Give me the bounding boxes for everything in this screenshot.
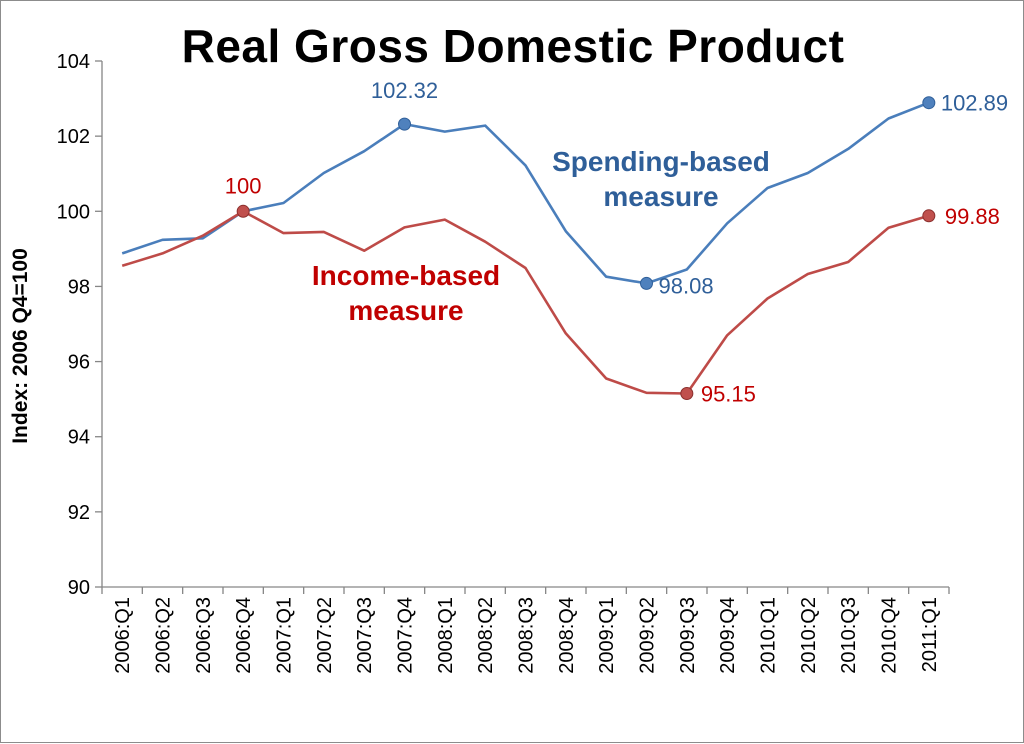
series-annotation: measure bbox=[603, 181, 718, 212]
x-tick-label: 2008:Q2 bbox=[475, 597, 497, 674]
y-tick-label: 94 bbox=[68, 427, 90, 449]
series-line-income bbox=[121, 210, 930, 395]
x-tick-label: 2007:Q1 bbox=[274, 597, 296, 674]
x-tick-label: 2011:Q1 bbox=[919, 597, 941, 672]
x-tick-label: 2006:Q3 bbox=[193, 597, 215, 674]
x-tick-label: 2009:Q1 bbox=[596, 597, 618, 674]
x-tick-label: 2007:Q2 bbox=[314, 597, 336, 674]
data-label: 102.32 bbox=[371, 78, 438, 103]
x-tick-label: 2009:Q3 bbox=[677, 597, 699, 674]
x-tick-label: 2006:Q2 bbox=[153, 597, 175, 674]
chart-title: Real Gross Domestic Product bbox=[181, 20, 845, 72]
data-point-marker bbox=[640, 276, 653, 290]
labels: 102.32 98.08 102.89 Spending-based measure 10… bbox=[225, 78, 1008, 406]
y-tick-label: 104 bbox=[57, 51, 90, 73]
axes: 90 92 94 96 98 100 102 104 2006:Q1 2006:Q2 2006:Q3… bbox=[57, 51, 950, 674]
x-tick-label: 2010:Q4 bbox=[879, 597, 901, 674]
x-tick-label: 2007:Q4 bbox=[395, 597, 417, 674]
x-tick-label: 2010:Q1 bbox=[758, 597, 780, 674]
markers bbox=[236, 96, 936, 401]
series-lines bbox=[121, 101, 930, 395]
y-tick-label: 98 bbox=[68, 276, 90, 298]
data-point-marker bbox=[680, 387, 694, 401]
y-tick-label: 102 bbox=[57, 126, 90, 148]
series-annotation: Spending-based bbox=[552, 146, 770, 177]
x-tick-label: 2006:Q4 bbox=[233, 597, 255, 674]
y-tick-label: 90 bbox=[68, 577, 90, 599]
data-label: 95.15 bbox=[701, 382, 756, 407]
data-label: 99.88 bbox=[945, 204, 1000, 229]
series-annotation: measure bbox=[348, 295, 463, 326]
data-point-marker bbox=[236, 204, 250, 218]
data-label: 102.89 bbox=[941, 91, 1008, 116]
data-label: 98.08 bbox=[659, 273, 714, 298]
x-tick-label: 2007:Q3 bbox=[354, 597, 376, 674]
series-annotation: Income-based bbox=[312, 260, 500, 291]
data-label: 100 bbox=[225, 173, 262, 198]
x-tick-label: 2009:Q4 bbox=[717, 597, 739, 674]
x-tick-label: 2010:Q2 bbox=[798, 597, 820, 674]
y-tick-label: 96 bbox=[68, 352, 90, 374]
data-point-marker bbox=[922, 96, 936, 110]
x-tick-label: 2008:Q1 bbox=[435, 597, 457, 674]
data-point-marker bbox=[398, 117, 411, 131]
x-tick-label: 2006:Q1 bbox=[112, 597, 134, 674]
y-tick-label: 92 bbox=[68, 502, 90, 524]
x-tick-label: 2009:Q2 bbox=[637, 597, 659, 674]
series-line-spending bbox=[121, 101, 930, 285]
data-point-marker bbox=[922, 209, 936, 223]
y-tick-label: 100 bbox=[57, 201, 90, 223]
x-tick-label: 2010:Q3 bbox=[838, 597, 860, 674]
x-tick-label: 2008:Q4 bbox=[556, 597, 578, 674]
x-tick-label: 2008:Q3 bbox=[516, 597, 538, 674]
